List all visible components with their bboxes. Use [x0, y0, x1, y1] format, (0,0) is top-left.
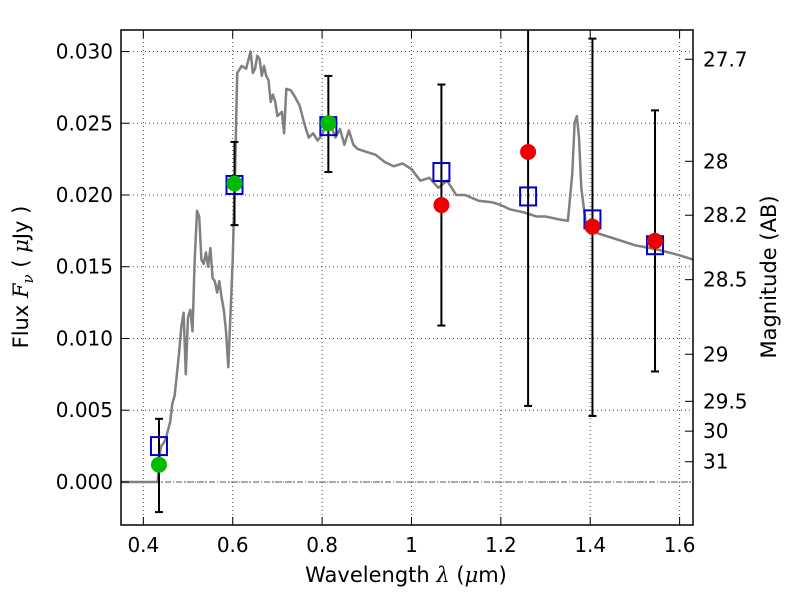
plot-frame — [120, 29, 694, 526]
model-spectrum-line — [121, 50, 694, 484]
detection-point — [150, 456, 167, 473]
y2-tick-label: 27.7 — [703, 47, 748, 71]
y2-tick-label: 28.5 — [703, 268, 748, 292]
y-tick-label: 0.025 — [56, 111, 113, 135]
y2-tick-label: 29.5 — [703, 389, 748, 413]
detection-point — [320, 115, 337, 132]
y-tick-label: 0.030 — [56, 40, 113, 64]
y-tick-label: 0.000 — [56, 470, 113, 494]
x-tick-label: 0.4 — [127, 533, 159, 557]
x-tick-label: 1.4 — [574, 533, 606, 557]
y-axis-title: Flux Fν ( μJy ) — [9, 206, 37, 349]
x-tick-label: 0.6 — [217, 533, 249, 557]
model-box-point — [519, 186, 538, 207]
upper-limit-point — [647, 232, 664, 249]
y-tick-label: 0.015 — [56, 255, 113, 279]
axis-ticks: 0.4 0.6 0.8 1 1.2 1.4 1.6 0.000 0.005 0.010 0.015 0… — [56, 30, 748, 557]
x-axis-title: Wavelength λ (μm) — [305, 563, 507, 587]
y2-tick-label: 30 — [703, 419, 728, 443]
y-tick-label: 0.010 — [56, 326, 113, 350]
y-tick-label: 0.020 — [56, 183, 113, 207]
x-tick-label: 1.6 — [664, 533, 696, 557]
detection-point — [226, 175, 243, 192]
y2-tick-label: 29 — [703, 342, 728, 366]
y2-tick-label: 28.2 — [703, 203, 748, 227]
y2-tick-label: 28 — [703, 149, 728, 173]
y2-tick-label: 31 — [703, 450, 728, 474]
model-box-point — [149, 436, 168, 457]
x-tick-label: 1.2 — [485, 533, 517, 557]
observed-markers — [150, 115, 664, 473]
y-tick-label: 0.005 — [56, 398, 113, 422]
x-tick-label: 0.8 — [306, 533, 338, 557]
model-box-point — [432, 162, 451, 183]
model-photometry-boxes — [149, 116, 665, 457]
upper-limit-point — [433, 197, 450, 214]
upper-limit-point — [520, 143, 537, 160]
x-tick-label: 1 — [405, 533, 418, 557]
upper-limit-point — [584, 218, 601, 235]
y2-axis-title: Magnitude (AB) — [757, 195, 781, 358]
